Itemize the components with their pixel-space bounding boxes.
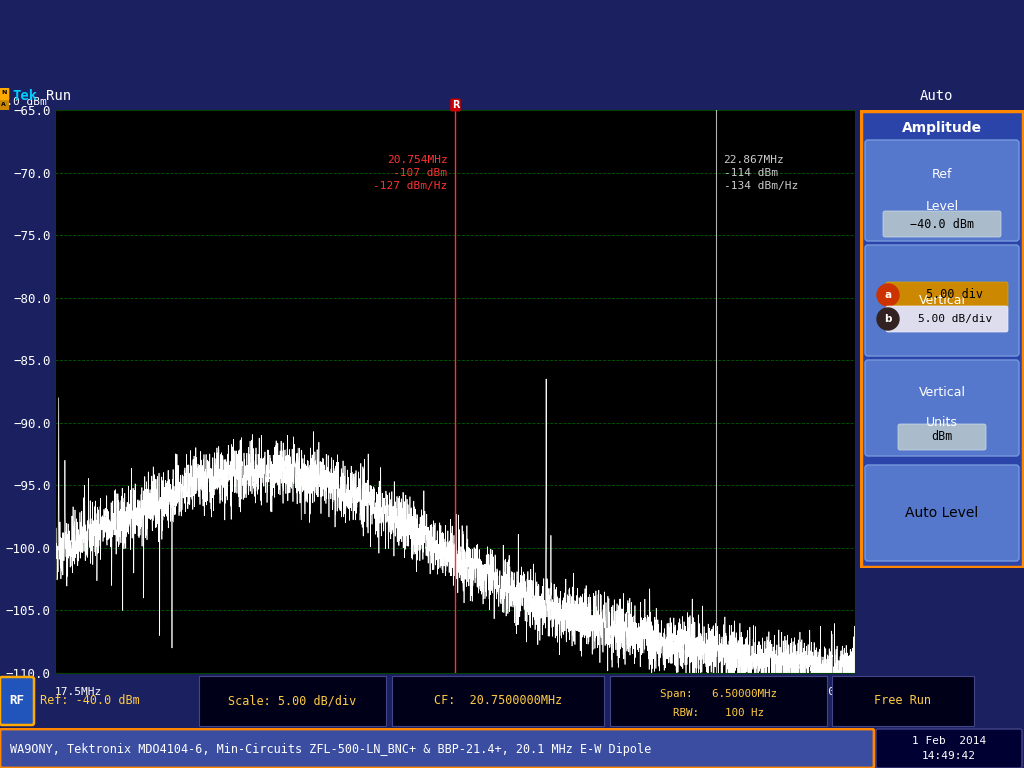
FancyBboxPatch shape: [0, 677, 34, 725]
Text: 22.867MHz
-114 dBm
-134 dBm/Hz: 22.867MHz -114 dBm -134 dBm/Hz: [724, 155, 798, 191]
Bar: [0, 88, 8, 110]
FancyBboxPatch shape: [392, 676, 604, 726]
Text: Free Run: Free Run: [874, 694, 932, 707]
Text: Scale: 5.00 dB/div: Scale: 5.00 dB/div: [228, 694, 356, 707]
Text: RF: RF: [9, 694, 25, 707]
FancyBboxPatch shape: [865, 360, 1019, 456]
FancyBboxPatch shape: [0, 729, 874, 768]
FancyBboxPatch shape: [876, 729, 1022, 768]
Text: Auto: Auto: [920, 89, 953, 103]
FancyBboxPatch shape: [865, 465, 1019, 561]
Text: 17.5MHz: 17.5MHz: [55, 687, 102, 697]
Text: R: R: [452, 100, 459, 110]
Text: Vertical: Vertical: [919, 386, 966, 399]
FancyBboxPatch shape: [898, 424, 986, 450]
Text: RBW:    100 Hz: RBW: 100 Hz: [673, 708, 764, 718]
Bar: [0, 88, 8, 99]
Circle shape: [877, 284, 899, 306]
Text: CF:  20.7500000MHz: CF: 20.7500000MHz: [434, 694, 562, 707]
Text: 1 Feb  2014: 1 Feb 2014: [912, 736, 986, 746]
Text: 20.754MHz
-107 dBm
-127 dBm/Hz: 20.754MHz -107 dBm -127 dBm/Hz: [373, 155, 447, 191]
Text: Vertical: Vertical: [919, 294, 966, 307]
Text: Run: Run: [46, 89, 71, 103]
Text: Units: Units: [926, 416, 957, 429]
Text: Amplitude: Amplitude: [902, 121, 982, 135]
Text: 24.0MHz: 24.0MHz: [808, 687, 855, 697]
FancyBboxPatch shape: [886, 282, 1008, 308]
FancyBboxPatch shape: [865, 140, 1019, 241]
Circle shape: [877, 308, 899, 330]
Text: a: a: [885, 290, 892, 300]
Text: N: N: [1, 91, 6, 95]
Text: Ref: -40.0 dBm: Ref: -40.0 dBm: [40, 694, 139, 707]
Text: −65.0 dBm: −65.0 dBm: [0, 98, 47, 108]
FancyBboxPatch shape: [831, 676, 974, 726]
Text: Tek: Tek: [12, 89, 37, 103]
Text: 5.00 div: 5.00 div: [927, 289, 983, 302]
Text: dBm: dBm: [931, 431, 952, 443]
Text: 5.00 dB/div: 5.00 dB/div: [918, 314, 992, 324]
FancyBboxPatch shape: [861, 111, 1023, 567]
FancyBboxPatch shape: [199, 676, 386, 726]
Text: 14:49:42: 14:49:42: [922, 751, 976, 761]
Text: Span:   6.50000MHz: Span: 6.50000MHz: [660, 689, 777, 699]
FancyBboxPatch shape: [610, 676, 827, 726]
Text: −40.0 dBm: −40.0 dBm: [910, 217, 974, 230]
FancyBboxPatch shape: [865, 245, 1019, 356]
Text: Ref: Ref: [932, 168, 952, 181]
Text: A: A: [1, 101, 6, 107]
Text: Level: Level: [926, 200, 958, 213]
Text: Auto Level: Auto Level: [905, 506, 979, 520]
FancyBboxPatch shape: [886, 306, 1008, 332]
FancyBboxPatch shape: [883, 211, 1001, 237]
Text: b: b: [885, 314, 892, 324]
Text: WA9ONY, Tektronix MDO4104-6, Min-Circuits ZFL-500-LN_BNC+ & BBP-21.4+, 20.1 MHz : WA9ONY, Tektronix MDO4104-6, Min-Circuit…: [10, 743, 651, 756]
